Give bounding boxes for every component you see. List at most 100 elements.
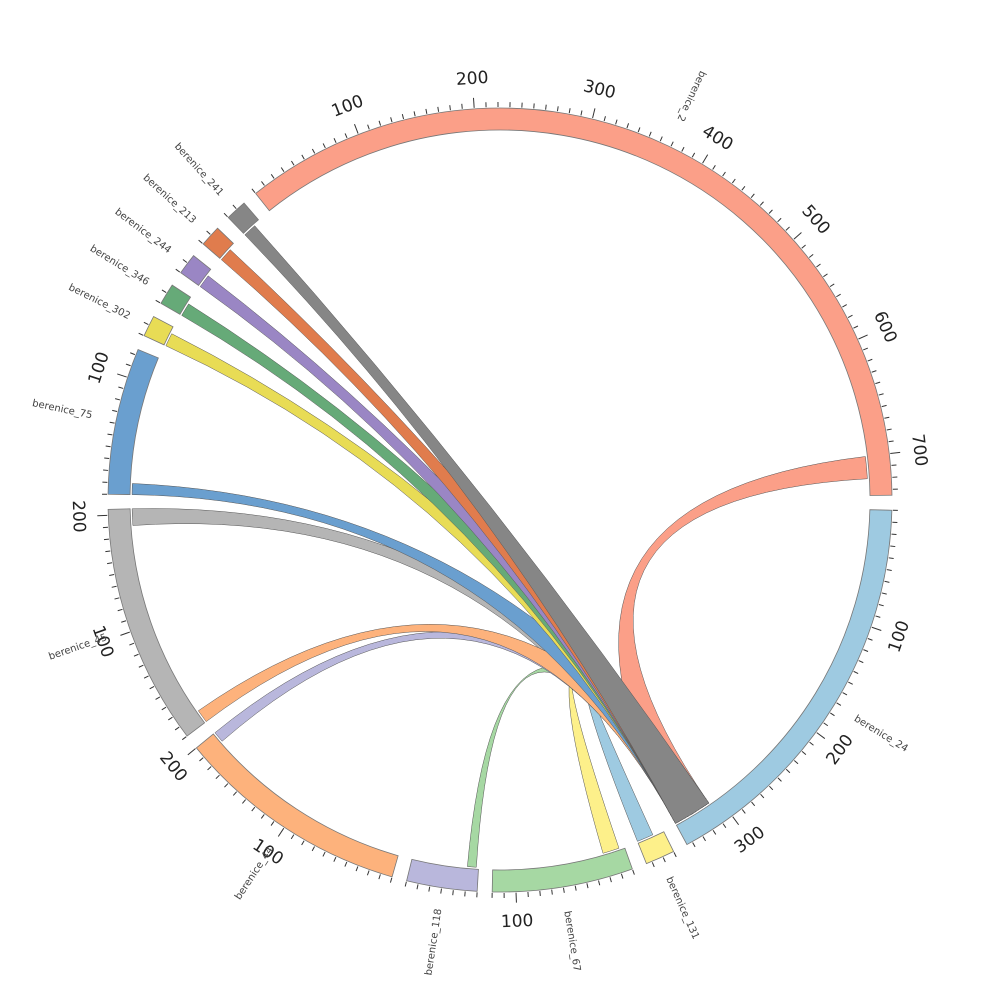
major-tick [703, 155, 708, 164]
major-tick [733, 817, 739, 825]
minor-tick [552, 890, 553, 895]
minor-tick [182, 737, 186, 740]
minor-tick [610, 877, 611, 882]
minor-tick [692, 153, 694, 157]
minor-tick [105, 551, 110, 552]
segment-label-berenice_244: berenice_244 [113, 207, 173, 256]
minor-tick [405, 882, 406, 887]
minor-tick [843, 693, 847, 695]
minor-tick [809, 254, 813, 257]
minor-tick [703, 837, 706, 841]
minor-tick [751, 194, 754, 198]
tick-label: 100 [85, 349, 114, 386]
minor-tick [836, 294, 840, 297]
minor-tick [144, 322, 148, 324]
minor-tick [156, 300, 160, 303]
minor-tick [638, 127, 640, 132]
minor-tick [882, 593, 887, 594]
segment-label-berenice_75: berenice_75 [31, 398, 93, 421]
tick-label: 100 [885, 618, 914, 655]
minor-tick [356, 866, 358, 871]
minor-tick [693, 843, 695, 847]
major-tick [117, 374, 126, 377]
minor-tick [379, 874, 381, 879]
minor-tick [224, 784, 227, 788]
major-tick [872, 627, 881, 630]
minor-tick [887, 570, 892, 571]
minor-tick [674, 852, 676, 856]
minor-tick [760, 202, 763, 206]
minor-tick [854, 671, 858, 673]
minor-tick [426, 109, 427, 114]
minor-tick [816, 264, 820, 267]
minor-tick [598, 880, 599, 885]
minor-tick [110, 422, 115, 423]
segment-label-berenice_67: berenice_67 [561, 910, 582, 972]
minor-tick [660, 137, 662, 142]
minor-tick [761, 794, 764, 798]
minor-tick [291, 161, 294, 165]
minor-tick [183, 259, 187, 262]
minor-tick [281, 168, 284, 172]
minor-tick [402, 114, 403, 119]
minor-tick [126, 364, 131, 366]
minor-tick [769, 786, 772, 790]
minor-tick [118, 387, 123, 388]
minor-tick [885, 581, 890, 582]
minor-tick [778, 778, 782, 782]
minor-tick [233, 792, 236, 796]
minor-tick [118, 609, 123, 610]
major-tick [817, 733, 825, 739]
minor-tick [723, 824, 726, 828]
minor-tick [252, 189, 255, 193]
minor-tick [563, 888, 564, 893]
minor-tick [438, 107, 439, 112]
minor-tick [199, 758, 203, 761]
minor-tick [271, 821, 274, 825]
minor-tick [261, 814, 264, 818]
minor-tick [557, 106, 558, 111]
minor-tick [627, 123, 629, 128]
major-tick [794, 233, 801, 240]
minor-tick [121, 621, 126, 623]
minor-tick [450, 105, 451, 110]
minor-tick [112, 586, 117, 587]
minor-tick [633, 870, 635, 875]
minor-tick [868, 639, 873, 641]
minor-tick [884, 417, 889, 418]
minor-tick [663, 857, 665, 862]
major-tick [859, 335, 868, 339]
minor-tick [616, 120, 617, 125]
minor-tick [879, 604, 884, 605]
minor-tick [115, 399, 120, 400]
minor-tick [129, 643, 134, 645]
minor-tick [540, 891, 541, 896]
major-tick [278, 828, 284, 836]
minor-tick [863, 348, 868, 350]
minor-tick [853, 326, 857, 328]
minor-tick [882, 405, 887, 406]
tick-label: 300 [581, 76, 617, 103]
minor-tick [175, 727, 179, 730]
minor-tick [823, 274, 827, 277]
minor-tick [837, 703, 841, 706]
major-tick [473, 98, 474, 108]
minor-tick [786, 227, 790, 230]
minor-tick [207, 231, 211, 234]
segment-label-berenice_346: berenice_346 [88, 243, 151, 288]
minor-tick [291, 835, 294, 839]
minor-tick [134, 654, 139, 656]
minor-tick [130, 353, 135, 355]
tick-label: 600 [869, 308, 901, 346]
minor-tick [106, 446, 111, 447]
minor-tick [391, 117, 392, 122]
minor-tick [778, 218, 782, 222]
minor-tick [671, 142, 673, 147]
segment-label-berenice_2: berenice_2 [674, 69, 707, 123]
tick-label: 200 [455, 68, 489, 90]
minor-tick [769, 210, 772, 214]
major-tick [890, 452, 900, 453]
minor-tick [323, 143, 325, 147]
minor-tick [441, 889, 442, 894]
segment-label-berenice_241: berenice_241 [172, 141, 226, 198]
